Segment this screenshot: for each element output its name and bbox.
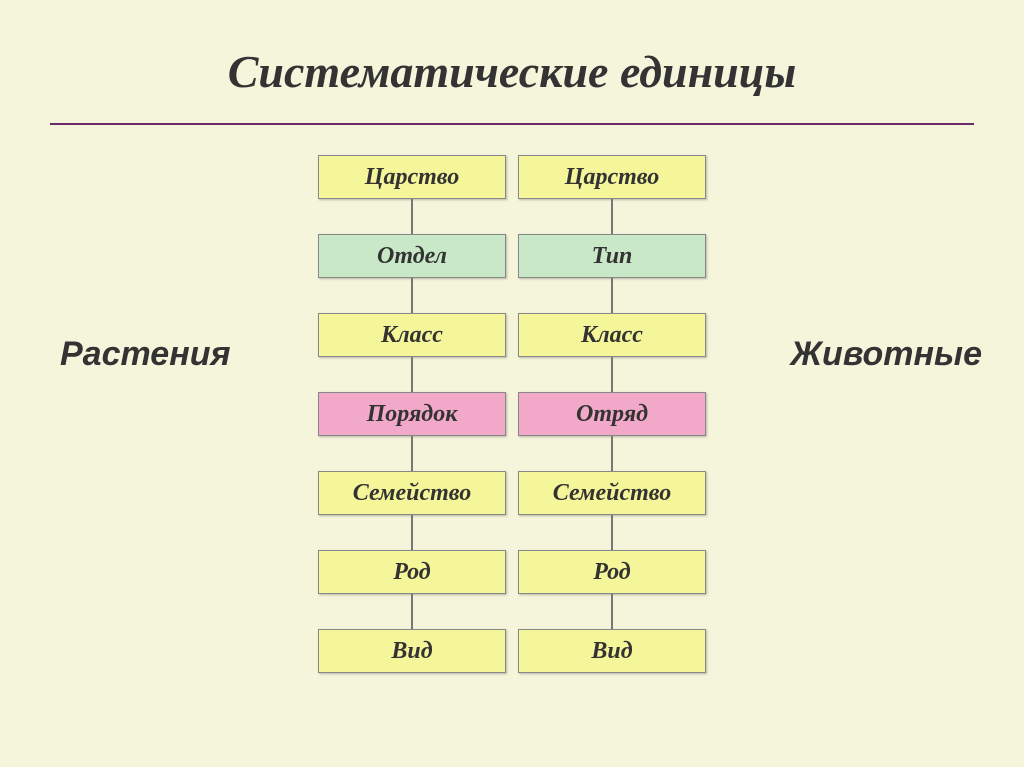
box-left-genus: Род (318, 550, 506, 594)
box-right-order: Отряд (518, 392, 706, 436)
box-left-species: Вид (318, 629, 506, 673)
box-right-family: Семейство (518, 471, 706, 515)
box-right-phylum: Тип (518, 234, 706, 278)
connector (411, 357, 413, 392)
box-left-class: Класс (318, 313, 506, 357)
box-left-order: Порядок (318, 392, 506, 436)
diagram-area: Растения Животные Царство Отдел Класс По… (0, 125, 1024, 705)
box-left-family: Семейство (318, 471, 506, 515)
connector (611, 436, 613, 471)
connector (611, 278, 613, 313)
side-label-animals: Животные (791, 335, 982, 374)
box-left-division: Отдел (318, 234, 506, 278)
connector (411, 594, 413, 629)
connector (611, 515, 613, 550)
connector (411, 515, 413, 550)
box-right-species: Вид (518, 629, 706, 673)
connector (411, 278, 413, 313)
columns-container: Царство Отдел Класс Порядок Семейство Ро… (318, 155, 706, 673)
connector (611, 357, 613, 392)
connector (611, 199, 613, 234)
column-right: Царство Тип Класс Отряд Семейство Род Ви… (518, 155, 706, 673)
connector (411, 436, 413, 471)
side-label-plants: Растения (60, 335, 231, 374)
page-title: Систематические единицы (0, 0, 1024, 123)
box-right-genus: Род (518, 550, 706, 594)
box-right-class: Класс (518, 313, 706, 357)
box-right-kingdom: Царство (518, 155, 706, 199)
connector (611, 594, 613, 629)
column-left: Царство Отдел Класс Порядок Семейство Ро… (318, 155, 506, 673)
box-left-kingdom: Царство (318, 155, 506, 199)
connector (411, 199, 413, 234)
